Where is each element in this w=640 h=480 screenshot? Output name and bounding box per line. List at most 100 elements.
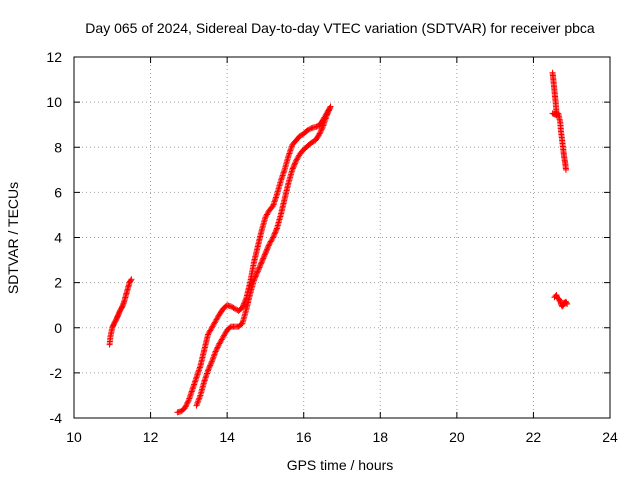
chart-title: Day 065 of 2024, Sidereal Day-to-day VTE… xyxy=(85,20,595,36)
data-point-plus xyxy=(208,359,215,366)
data-point-plus xyxy=(272,228,279,235)
data-point-plus xyxy=(196,395,203,402)
data-point-plus xyxy=(259,256,266,263)
x-tick-label: 14 xyxy=(219,429,235,445)
data-point-plus xyxy=(291,161,298,168)
data-point-plus xyxy=(215,341,222,348)
data-point-plus xyxy=(269,204,276,211)
y-tick-label: 2 xyxy=(54,275,62,291)
data-point-plus xyxy=(258,260,265,267)
y-tick-label: 12 xyxy=(46,49,62,65)
data-point-plus xyxy=(256,264,263,271)
data-point-plus xyxy=(182,403,189,410)
data-point-plus xyxy=(265,243,272,250)
x-tick-label: 22 xyxy=(526,429,542,445)
data-point-plus xyxy=(263,247,270,254)
data-point-plus xyxy=(250,277,257,284)
x-tick-label: 12 xyxy=(143,429,159,445)
data-point-plus xyxy=(240,303,247,310)
data-point-plus xyxy=(212,349,219,356)
data-point-plus xyxy=(127,277,134,284)
data-point-plus xyxy=(208,358,215,365)
data-point-plus xyxy=(260,255,267,262)
data-point-plus xyxy=(194,399,201,406)
data-point-plus xyxy=(253,272,260,279)
y-axis-label: SDTVAR / TECUs xyxy=(5,182,21,294)
data-point-plus xyxy=(195,396,202,403)
data-point-plus xyxy=(211,352,218,359)
data-point-plus xyxy=(209,355,216,362)
data-point-plus xyxy=(259,258,266,265)
data-point-plus xyxy=(326,106,333,113)
data-point-plus xyxy=(207,361,214,368)
data-point-plus xyxy=(205,367,211,374)
data-point-plus xyxy=(316,130,323,137)
data-point-plus xyxy=(183,402,190,409)
data-point-plus xyxy=(182,404,189,411)
data-point-plus xyxy=(270,233,277,240)
data-point-plus xyxy=(290,162,297,169)
data-point-plus xyxy=(564,301,571,308)
data-point-plus xyxy=(292,159,299,166)
data-point-plus xyxy=(319,125,326,132)
data-point-plus xyxy=(271,231,278,238)
data-point-plus xyxy=(264,245,271,252)
data-point-plus xyxy=(258,259,265,266)
data-point-plus xyxy=(324,110,331,117)
data-point-plus xyxy=(206,363,213,370)
data-point-plus xyxy=(212,348,219,355)
y-tick-label: 6 xyxy=(54,184,62,200)
x-tick-label: 10 xyxy=(66,429,82,445)
data-point-plus xyxy=(563,299,570,306)
x-tick-label: 20 xyxy=(449,429,465,445)
data-point-plus xyxy=(184,399,191,406)
x-tick-labels: 10 12 14 16 18 20 22 24 xyxy=(66,429,618,445)
data-point-plus xyxy=(325,108,332,115)
y-tick-label: 8 xyxy=(54,139,62,155)
data-point-plus xyxy=(240,301,247,308)
data-point-plus xyxy=(196,393,203,400)
data-point-plus xyxy=(264,246,271,253)
y-tick-label: -4 xyxy=(50,410,63,426)
data-point-plus xyxy=(261,252,268,259)
data-point-plus xyxy=(273,226,280,233)
data-point-plus xyxy=(272,229,279,236)
data-point-plus xyxy=(307,125,314,132)
data-point-plus xyxy=(325,107,332,114)
data-point-plus xyxy=(265,242,272,249)
data-point-plus xyxy=(207,362,214,369)
data-point-plus xyxy=(270,234,277,241)
y-tick-label: 0 xyxy=(54,320,62,336)
data-point-plus xyxy=(317,127,324,134)
x-tick-label: 24 xyxy=(602,429,618,445)
data-point-plus xyxy=(254,268,261,275)
axis-ticks xyxy=(73,56,611,419)
grid-lines xyxy=(74,57,610,418)
y-tick-labels: -4 -2 0 2 4 6 8 10 12 xyxy=(46,49,62,426)
data-point-plus xyxy=(185,398,192,405)
data-point-plus xyxy=(255,267,262,274)
data-point-plus xyxy=(183,400,190,407)
data-point-plus xyxy=(239,304,246,311)
data-point-plus xyxy=(269,235,276,242)
x-axis-label: GPS time / hours xyxy=(287,457,394,473)
data-point-plus xyxy=(194,401,201,408)
data-point-plus xyxy=(255,265,262,272)
data-point-plus xyxy=(289,165,296,172)
y-tick-label: 10 xyxy=(46,94,62,110)
data-point-plus xyxy=(317,129,324,136)
data-point-plus xyxy=(262,249,269,256)
data-point-plus xyxy=(253,270,260,277)
data-point-plus xyxy=(206,365,213,372)
data-point-plus xyxy=(211,351,218,358)
y-tick-label: 4 xyxy=(54,230,62,246)
data-point-plus xyxy=(213,347,220,354)
data-point-plus xyxy=(257,261,264,268)
data-point-plus xyxy=(209,357,216,364)
y-tick-label: -2 xyxy=(50,365,63,381)
data-point-plus xyxy=(324,111,331,118)
x-tick-label: 16 xyxy=(296,429,312,445)
data-point-plus xyxy=(289,166,296,173)
data-point-plus xyxy=(260,254,267,261)
